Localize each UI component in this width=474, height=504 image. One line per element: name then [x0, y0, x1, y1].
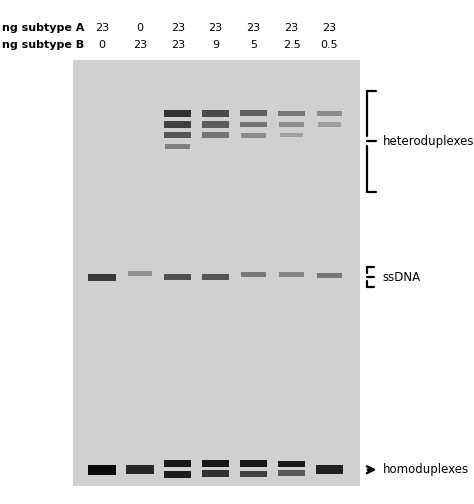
Bar	[317, 273, 342, 278]
Text: 5: 5	[250, 40, 257, 50]
Bar	[126, 465, 154, 474]
Bar	[164, 121, 191, 128]
Bar	[240, 122, 267, 128]
Text: 0.5: 0.5	[320, 40, 338, 50]
Bar	[202, 460, 229, 467]
Bar	[240, 471, 267, 477]
Text: ng subtype B: ng subtype B	[2, 40, 84, 50]
Bar	[73, 60, 360, 486]
Bar	[88, 274, 116, 281]
Text: 23: 23	[209, 23, 223, 33]
Text: 0: 0	[99, 40, 105, 50]
Bar	[88, 465, 116, 475]
Bar	[240, 110, 267, 116]
Bar	[164, 460, 191, 467]
Text: 23: 23	[171, 23, 185, 33]
Text: homoduplexes: homoduplexes	[383, 463, 469, 476]
Bar	[241, 272, 266, 277]
Bar	[202, 133, 229, 138]
Text: heteroduplexes: heteroduplexes	[383, 135, 474, 148]
Bar	[164, 471, 191, 478]
Bar	[164, 110, 191, 117]
Text: 23: 23	[322, 23, 337, 33]
Text: 23: 23	[171, 40, 185, 50]
Bar	[279, 122, 304, 127]
Bar	[202, 471, 229, 477]
Bar	[164, 132, 191, 138]
Text: 9: 9	[212, 40, 219, 50]
Bar	[279, 272, 304, 277]
Bar	[202, 274, 229, 280]
Text: 23: 23	[133, 40, 147, 50]
Text: 0: 0	[137, 23, 143, 33]
Bar	[240, 460, 267, 467]
Bar	[278, 461, 305, 468]
Bar	[128, 271, 152, 276]
Bar	[241, 133, 266, 138]
Bar	[278, 471, 305, 476]
Bar	[318, 122, 341, 127]
Bar	[280, 133, 303, 137]
Bar	[316, 465, 343, 474]
Bar	[202, 110, 229, 117]
Bar	[202, 121, 229, 128]
Text: ng subtype A: ng subtype A	[2, 23, 85, 33]
Text: 23: 23	[95, 23, 109, 33]
Text: 23: 23	[284, 23, 299, 33]
Bar	[317, 111, 342, 116]
Text: ssDNA: ssDNA	[383, 271, 420, 284]
Bar	[278, 111, 305, 116]
Bar	[164, 274, 191, 280]
Text: 23: 23	[246, 23, 261, 33]
Bar	[165, 144, 190, 149]
Text: 2.5: 2.5	[283, 40, 301, 50]
